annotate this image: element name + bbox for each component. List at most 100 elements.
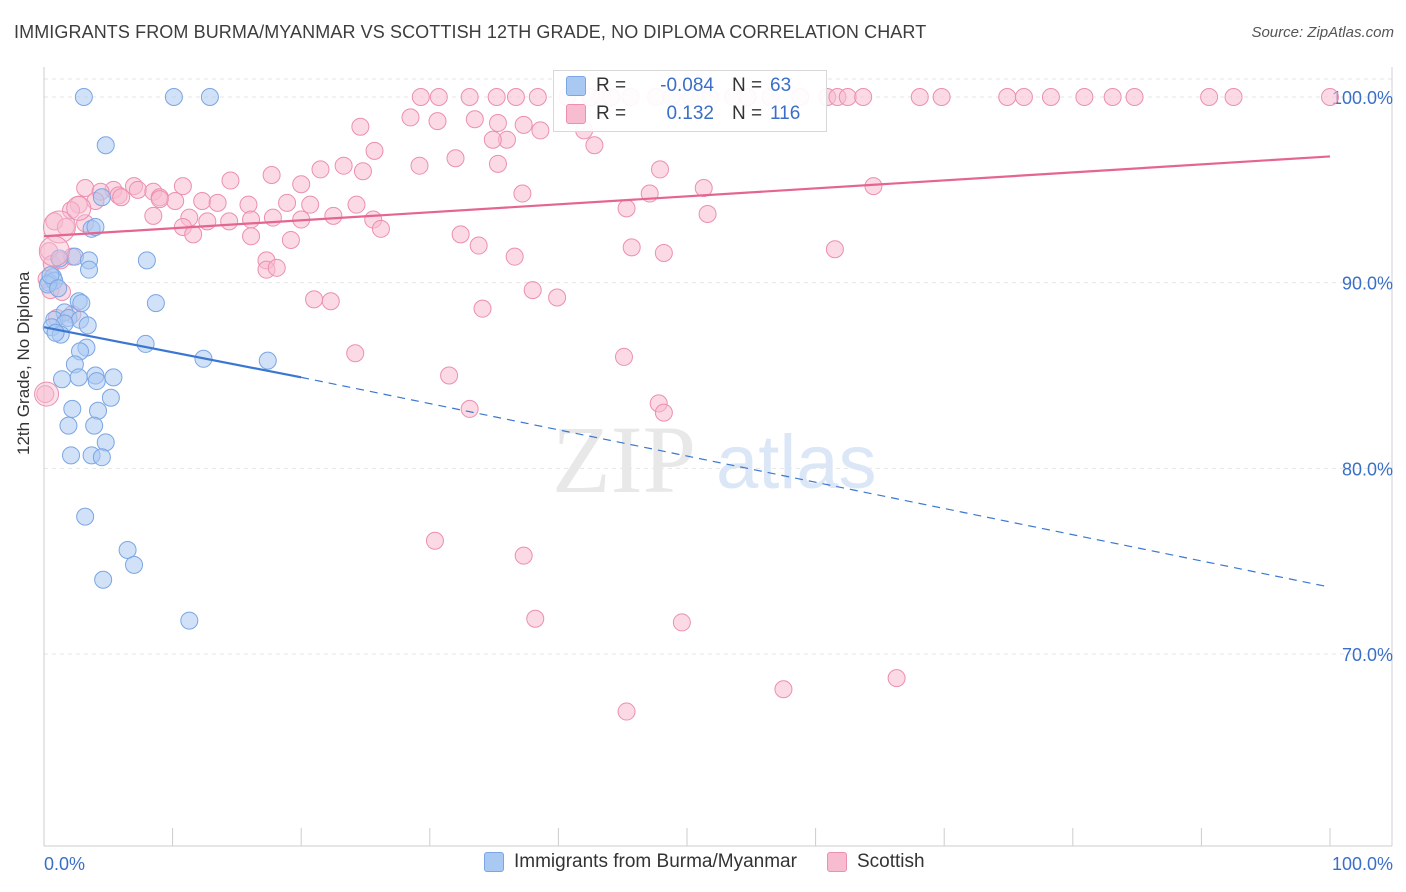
data-point-scottish [654, 403, 673, 422]
data-point-burma [87, 372, 106, 391]
stats-r-value: -0.084 [660, 75, 714, 96]
data-point-scottish [528, 88, 547, 106]
data-point-scottish [887, 669, 906, 688]
legend-item-scottish[interactable]: Scottish [826, 851, 925, 873]
data-point-scottish [825, 240, 844, 259]
data-point-burma [101, 388, 120, 407]
data-point-scottish [838, 88, 857, 106]
data-point-burma [59, 416, 78, 435]
data-point-scottish [854, 88, 873, 106]
data-point-scottish [531, 121, 550, 140]
pink-swatch-icon [566, 104, 586, 124]
data-point-scottish [622, 238, 641, 257]
data-point-scottish [36, 385, 55, 404]
data-point-scottish [144, 206, 163, 225]
stats-row-blue: R = -0.084 N = 63 [566, 75, 791, 97]
chart-source: Source: ZipAtlas.com [1251, 24, 1394, 41]
chart-title: IMMIGRANTS FROM BURMA/MYANMAR VS SCOTTIS… [14, 22, 927, 42]
trend-line-blue [43, 326, 302, 379]
data-point-scottish [650, 160, 669, 179]
data-point-burma [92, 448, 111, 467]
data-point-burma [78, 316, 97, 335]
blue-swatch-icon [484, 852, 504, 872]
data-point-scottish [425, 531, 444, 550]
data-point-scottish [281, 230, 300, 249]
data-point-scottish [483, 130, 502, 149]
stats-n-value: 116 [770, 103, 801, 124]
data-point-scottish [278, 193, 297, 212]
data-point-scottish [460, 399, 479, 418]
data-point-scottish [263, 208, 282, 227]
data-point-burma [94, 570, 113, 589]
data-point-scottish [220, 212, 239, 231]
data-point-scottish [548, 288, 567, 307]
data-point-burma [85, 416, 104, 435]
data-point-burma [89, 401, 108, 420]
data-point-scottish [694, 178, 713, 197]
y-tick-label: 90.0% [1342, 274, 1393, 294]
blue-swatch-icon [566, 76, 586, 96]
data-point-scottish [910, 88, 929, 106]
data-point-scottish [1041, 88, 1060, 106]
data-point-scottish [473, 299, 492, 318]
y-tick-label: 100.0% [1332, 88, 1393, 108]
data-point-scottish [469, 236, 488, 255]
data-point-scottish [150, 190, 169, 209]
data-point-scottish [305, 290, 324, 309]
data-point-scottish [242, 227, 261, 246]
trend-line-extension-blue [301, 376, 1331, 588]
tick-labels: 70.0% 80.0% 90.0% 100.0% 0.0% 100.0% [44, 88, 1393, 874]
data-point-scottish [371, 219, 390, 238]
stats-row-pink: R = 0.132 N = 116 [566, 103, 800, 125]
data-point-scottish [514, 546, 533, 565]
data-point-scottish [347, 195, 366, 214]
data-point-scottish [208, 193, 227, 212]
x-tick-label: 100.0% [1332, 854, 1393, 874]
legend-label: Scottish [856, 851, 925, 872]
data-point-scottish [410, 156, 429, 175]
data-point-burma [180, 611, 199, 630]
data-point-burma [76, 507, 95, 526]
data-point-scottish [440, 366, 459, 385]
stats-r-label: R = [596, 103, 627, 124]
data-point-burma [104, 368, 123, 387]
data-point-scottish [1125, 88, 1144, 106]
data-point-scottish [351, 117, 370, 136]
data-point-scottish [526, 609, 545, 628]
data-point-scottish [774, 680, 793, 699]
data-point-scottish [353, 162, 372, 181]
data-point-scottish [321, 292, 340, 311]
legend-item-burma[interactable]: Immigrants from Burma/Myanmar [484, 851, 797, 873]
data-point-scottish [585, 136, 604, 155]
data-point-scottish [1200, 88, 1219, 106]
data-point-scottish [446, 149, 465, 168]
data-point-burma [62, 446, 81, 465]
data-point-scottish [505, 247, 524, 266]
data-point-scottish [401, 108, 420, 127]
data-point-scottish [460, 88, 479, 106]
data-point-scottish [451, 225, 470, 244]
data-point-burma [92, 188, 111, 207]
data-point-scottish [617, 199, 636, 218]
data-point-scottish [38, 235, 70, 267]
data-point-scottish [311, 160, 330, 179]
data-point-scottish [301, 195, 320, 214]
x-tick-label: 0.0% [44, 854, 85, 874]
stats-r-label: R = [596, 75, 627, 96]
data-point-scottish [514, 115, 533, 134]
y-tick-label: 80.0% [1342, 459, 1393, 479]
data-point-burma [74, 88, 93, 106]
data-point-scottish [221, 171, 240, 190]
data-point-scottish [428, 112, 447, 131]
data-point-burma [69, 368, 88, 387]
data-point-scottish [262, 165, 281, 184]
data-point-scottish [1224, 88, 1243, 106]
data-point-burma [200, 88, 219, 106]
data-point-scottish [513, 184, 532, 203]
data-point-scottish [698, 204, 717, 223]
data-point-scottish [488, 113, 507, 132]
data-point-scottish [173, 177, 192, 196]
data-points [34, 88, 1339, 721]
data-point-scottish [932, 88, 951, 106]
data-point-burma [118, 541, 137, 560]
